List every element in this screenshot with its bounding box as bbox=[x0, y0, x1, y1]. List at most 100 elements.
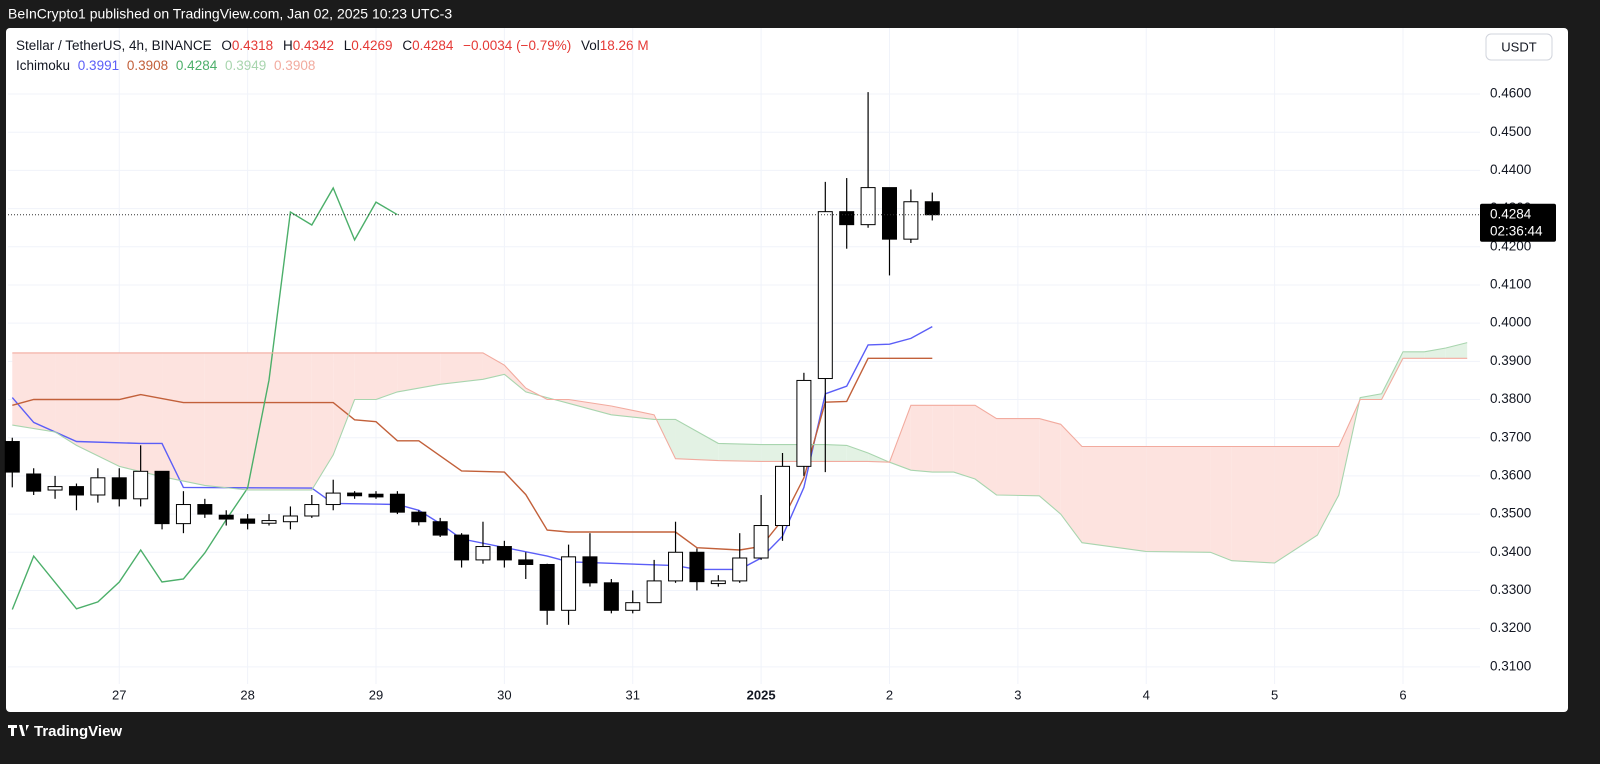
cloud-fill bbox=[568, 399, 612, 415]
candle-body bbox=[454, 534, 470, 561]
candle-body bbox=[903, 201, 919, 240]
cloud-fill bbox=[910, 405, 933, 473]
cloud-fill bbox=[1231, 446, 1275, 563]
y-tick-label: 0.3800 bbox=[1490, 391, 1531, 406]
y-tick-label: 0.3600 bbox=[1490, 467, 1531, 482]
candle-body bbox=[282, 515, 298, 523]
ohlc-label: O bbox=[221, 38, 232, 53]
indicator-value: 0.3908 bbox=[274, 58, 315, 73]
cloud-fill bbox=[333, 352, 355, 455]
candle-body bbox=[839, 211, 855, 226]
candle-body bbox=[817, 211, 833, 380]
y-tick-label: 0.4200 bbox=[1490, 238, 1531, 253]
candle-body bbox=[646, 580, 662, 604]
candle-body bbox=[26, 473, 42, 492]
candle-body bbox=[325, 492, 341, 506]
candle-body bbox=[197, 504, 213, 515]
cloud-fill bbox=[761, 444, 826, 462]
cloud-fill bbox=[504, 365, 526, 392]
x-tick-label: 27 bbox=[112, 687, 126, 702]
x-tick-label: 5 bbox=[1271, 687, 1278, 702]
candle-body bbox=[710, 580, 726, 585]
candle-body bbox=[175, 504, 191, 525]
ohlc-label: L bbox=[344, 38, 352, 53]
candle-body bbox=[240, 518, 256, 524]
candle-body bbox=[668, 551, 684, 582]
candle-body bbox=[753, 525, 769, 559]
candle-body bbox=[732, 557, 748, 582]
candle-body bbox=[4, 441, 20, 473]
cloud-fill bbox=[953, 405, 976, 479]
candle-body bbox=[111, 477, 127, 500]
candle-body bbox=[561, 556, 577, 611]
indicator-value: 0.3949 bbox=[225, 58, 266, 73]
currency-button[interactable] bbox=[1485, 33, 1553, 61]
y-tick-label: 0.4100 bbox=[1490, 277, 1531, 292]
y-tick-label: 0.3700 bbox=[1490, 429, 1531, 444]
countdown: 02:36:44 bbox=[1490, 223, 1543, 238]
cloud-fill bbox=[119, 352, 163, 477]
symbol-header: Stellar / TetherUS, 4h, BINANCE O0.4318 … bbox=[16, 38, 649, 53]
candle-body bbox=[47, 486, 63, 491]
cloud-fill bbox=[1082, 446, 1147, 552]
x-tick-label: 2 bbox=[886, 687, 893, 702]
cloud-fill bbox=[1060, 424, 1083, 543]
cloud-fill bbox=[825, 444, 847, 462]
x-tick-label: 28 bbox=[240, 687, 254, 702]
y-tick-label: 0.4600 bbox=[1490, 86, 1531, 101]
price-label-box bbox=[1480, 203, 1556, 242]
candle-body bbox=[154, 470, 170, 525]
candle-body bbox=[496, 546, 512, 561]
ohlc-value: 0.4342 bbox=[293, 38, 334, 53]
candle-body bbox=[689, 551, 705, 583]
x-tick-label: 4 bbox=[1143, 687, 1150, 702]
y-tick-label: 0.3100 bbox=[1490, 658, 1531, 673]
candle-body bbox=[304, 504, 320, 517]
cloud-fill bbox=[1210, 446, 1232, 561]
candle-body bbox=[411, 511, 427, 523]
candle-body bbox=[924, 201, 940, 216]
cloud-fill bbox=[1381, 351, 1403, 400]
candle-body bbox=[133, 470, 149, 500]
candle-body bbox=[347, 492, 363, 497]
cloud-fill bbox=[1146, 446, 1211, 553]
cloud-fill bbox=[1424, 347, 1446, 359]
candle-body bbox=[475, 546, 491, 561]
cloud-fill bbox=[889, 405, 911, 471]
candle-body bbox=[432, 521, 448, 536]
indicator-header: Ichimoku 0.3991 0.3908 0.4284 0.3949 0.3… bbox=[16, 58, 315, 73]
volume: 18.26 M bbox=[600, 38, 649, 53]
cloud-fill bbox=[846, 445, 869, 462]
candle-body bbox=[603, 582, 619, 611]
indicator-line bbox=[11, 325, 933, 571]
cloud-fill bbox=[12, 352, 56, 432]
indicator-line bbox=[11, 186, 398, 610]
candle-body bbox=[539, 563, 555, 611]
candle-body bbox=[582, 556, 598, 584]
y-tick-label: 0.3200 bbox=[1490, 620, 1531, 635]
cloud-fill bbox=[611, 406, 655, 420]
change: −0.0034 (−0.79%) bbox=[463, 38, 571, 53]
volume-label: Vol bbox=[581, 38, 600, 53]
candle-body bbox=[68, 486, 84, 496]
y-tick-label: 0.3300 bbox=[1490, 582, 1531, 597]
candle-body bbox=[796, 379, 812, 467]
candle-body bbox=[389, 493, 405, 513]
currency[interactable]: USDT bbox=[1501, 39, 1536, 54]
cloud-fill bbox=[1402, 351, 1425, 359]
cloud-fill bbox=[162, 352, 205, 486]
x-tick-label: 3 bbox=[1014, 687, 1021, 702]
x-tick-label: 2025 bbox=[747, 687, 776, 702]
cloud-fill bbox=[975, 405, 997, 495]
cloud-fill bbox=[996, 418, 1040, 496]
cloud-fill bbox=[376, 352, 398, 400]
cloud-fill bbox=[204, 352, 248, 491]
candle-body bbox=[518, 559, 534, 565]
y-tick-label: 0.4500 bbox=[1490, 124, 1531, 139]
brand: TradingView bbox=[34, 723, 122, 740]
ohlc-value: 0.4269 bbox=[351, 38, 392, 53]
symbol: Stellar / TetherUS, 4h, BINANCE bbox=[16, 38, 212, 53]
candle-body bbox=[625, 602, 641, 611]
cloud-fill bbox=[247, 352, 312, 491]
cloud-fill bbox=[482, 352, 505, 380]
